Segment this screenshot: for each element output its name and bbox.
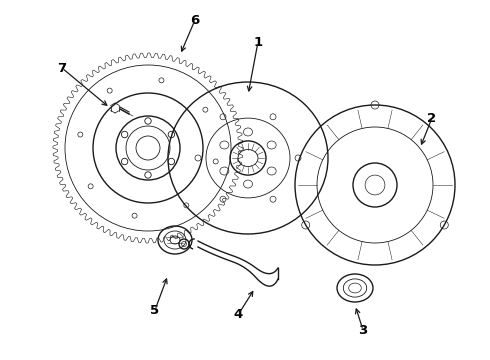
Text: 3: 3 — [358, 324, 368, 337]
Text: 6: 6 — [191, 13, 199, 27]
Text: 7: 7 — [57, 62, 67, 75]
Text: 1: 1 — [253, 36, 263, 49]
Text: 2: 2 — [427, 112, 437, 125]
Text: 5: 5 — [150, 303, 160, 316]
Text: 4: 4 — [233, 309, 243, 321]
